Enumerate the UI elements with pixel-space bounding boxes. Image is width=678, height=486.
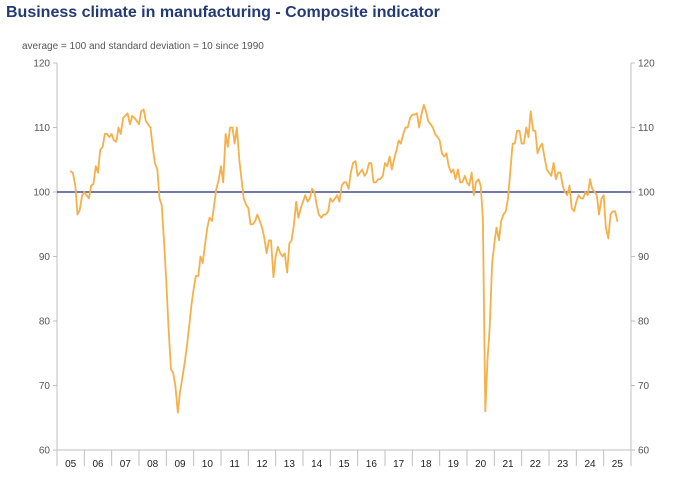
y-tick-label-right: 120 [638, 59, 655, 70]
y-tick-label-left: 60 [39, 446, 51, 457]
x-tick-label: 21 [502, 459, 514, 470]
x-tick-label: 23 [557, 459, 569, 470]
y-tick-label-left: 90 [39, 252, 51, 263]
x-tick-label: 16 [366, 459, 378, 470]
x-tick-label: 12 [256, 459, 268, 470]
x-tick-label: 08 [147, 459, 159, 470]
y-tick-label-left: 80 [39, 317, 51, 328]
y-tick-label-left: 120 [33, 59, 50, 70]
x-tick-label: 06 [92, 459, 104, 470]
x-tick-label: 09 [174, 459, 186, 470]
x-tick-label: 25 [612, 459, 624, 470]
y-tick-label-left: 110 [34, 123, 50, 134]
x-tick-label: 15 [338, 459, 350, 470]
y-tick-label-right: 100 [638, 188, 655, 199]
x-tick-label: 10 [202, 459, 214, 470]
x-tick-label: 19 [448, 459, 460, 470]
x-tick-label: 14 [311, 459, 323, 470]
y-tick-label-right: 110 [638, 123, 654, 134]
x-tick-label: 13 [284, 459, 296, 470]
x-tick-label: 05 [65, 459, 77, 470]
x-tick-label: 17 [393, 459, 405, 470]
x-tick-label: 22 [530, 459, 542, 470]
y-tick-label-right: 90 [638, 252, 650, 263]
chart-subtitle: average = 100 and standard deviation = 1… [22, 41, 264, 52]
x-tick-label: 07 [120, 459, 132, 470]
y-tick-label-left: 70 [39, 381, 51, 392]
composite-indicator-line [69, 104, 619, 414]
x-tick-label: 18 [420, 459, 432, 470]
y-tick-label-right: 60 [638, 446, 650, 457]
x-tick-label: 24 [584, 459, 596, 470]
x-tick-label: 11 [229, 459, 240, 470]
chart-title: Business climate in manufacturing - Comp… [6, 4, 440, 21]
y-tick-label-right: 80 [638, 317, 650, 328]
x-tick-label: 20 [475, 459, 487, 470]
y-tick-label-right: 70 [638, 381, 650, 392]
y-tick-label-left: 100 [33, 188, 50, 199]
